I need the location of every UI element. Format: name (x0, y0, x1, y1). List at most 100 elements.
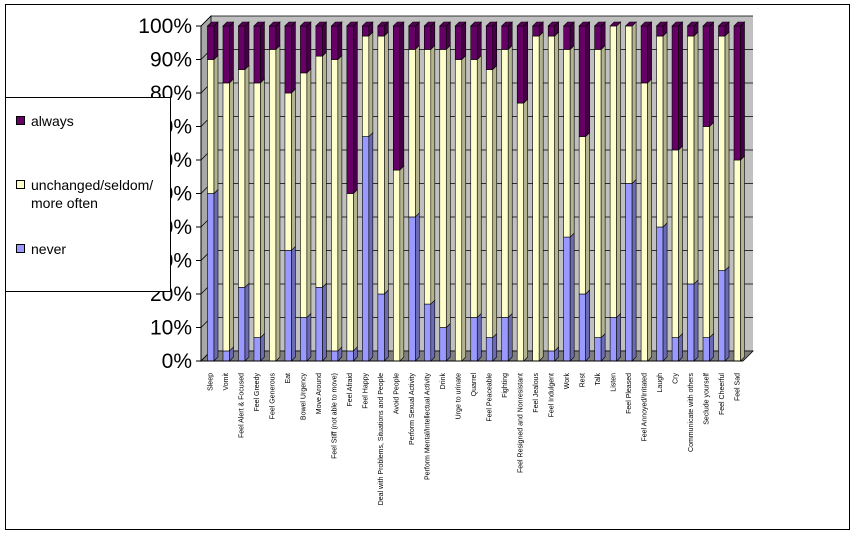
bar-segment-never (439, 327, 447, 362)
bar-side-never (368, 131, 374, 362)
bar-segment-unchanged (315, 55, 323, 288)
bar-segment-always (656, 25, 664, 37)
bar-segment-always (284, 25, 292, 94)
bar-top (500, 21, 513, 27)
bar-segment-always (702, 25, 710, 127)
y-tick-label: 10% (150, 317, 192, 340)
bar-side-always (461, 21, 467, 61)
bar-top (733, 21, 746, 27)
bar-segment-always (207, 25, 215, 60)
bar-side-unchanged (445, 44, 451, 329)
bar-top (470, 21, 482, 27)
bar-segment-always (640, 25, 648, 84)
bar-stack (702, 21, 715, 362)
bar-side-unchanged (291, 88, 296, 252)
bar-side-never (678, 332, 683, 362)
bar-side-unchanged (492, 64, 498, 339)
bar-side-unchanged (678, 145, 683, 339)
y-tick-label: 100% (138, 15, 192, 38)
bar-side-never (693, 279, 699, 362)
bar-side-always (709, 21, 714, 128)
bar-side-unchanged (260, 78, 265, 339)
bar-side-always (322, 21, 327, 57)
bar-top (268, 21, 281, 27)
bar-side-always (291, 21, 296, 94)
bar-segment-never (656, 226, 664, 362)
x-tick-label: Avoid People (394, 373, 401, 414)
bar-segment-always (563, 25, 571, 50)
bar-top (330, 21, 343, 27)
bar-segment-never (594, 337, 602, 362)
bar-stack (423, 21, 436, 362)
bar-stack (593, 21, 606, 362)
x-tick-label: Quarrel (471, 373, 478, 397)
bar-segment-never (609, 317, 617, 362)
bar-side-unchanged (507, 44, 513, 319)
bar-segment-always (733, 25, 741, 161)
bar-side-always (445, 21, 451, 51)
bar-top (237, 21, 250, 27)
bar-stack (315, 21, 328, 362)
bar-segment-never (718, 270, 726, 362)
bar-stack (392, 21, 405, 362)
bar-top (377, 21, 390, 27)
bar-segment-unchanged (454, 59, 463, 362)
bar-segment-never (331, 350, 339, 362)
bar-stack (562, 21, 575, 362)
y-tick-label: 90% (150, 49, 192, 72)
bar-side-unchanged (322, 51, 327, 289)
bar-top (439, 21, 452, 27)
bar-segment-always (671, 25, 679, 151)
bar-top (516, 21, 529, 27)
bar-segment-never (687, 283, 695, 362)
bar-segment-unchanged (300, 72, 308, 318)
x-tick-label: Listen (610, 373, 617, 392)
bar-side-always (229, 21, 234, 84)
bar-segment-never (207, 193, 215, 362)
bar-side-unchanged (662, 31, 668, 228)
x-tick-label: Feel Stiff (not able to move) (332, 373, 339, 459)
x-tick-label: Feel Generous (270, 373, 277, 420)
bar-segment-unchanged (207, 59, 215, 194)
bar-top (702, 21, 715, 27)
bar-top (578, 21, 591, 27)
x-tick-label: Feel Peaceable (486, 373, 493, 422)
x-tick-label: Feel Resigned and Nonresistant (517, 373, 524, 473)
bar-segment-always (315, 25, 323, 57)
bar-side-unchanged (709, 121, 714, 339)
bar-segment-never (485, 337, 494, 362)
bar-side-always (678, 21, 683, 151)
bar-segment-always (300, 25, 308, 74)
bar-segment-unchanged (578, 136, 586, 295)
bar-side-always (647, 21, 652, 84)
bar-side-unchanged (523, 98, 529, 362)
x-tick-label: Drink (440, 373, 447, 390)
x-tick-label: Feel Jealous (533, 373, 540, 413)
bar-segment-never (300, 317, 308, 362)
bar-stack (531, 21, 544, 362)
gridline (200, 15, 753, 27)
bar-side-unchanged (461, 54, 467, 362)
x-tick-label: Feel Annoyed/Irritated (641, 373, 648, 442)
bar-segment-always (393, 25, 401, 171)
bar-side-never (709, 332, 714, 362)
bar-side-always (492, 21, 498, 71)
bar-segment-always (501, 25, 509, 50)
bar-segment-always (470, 25, 478, 60)
bar-stack (640, 21, 653, 362)
legend-swatch-always (16, 116, 25, 125)
bar-stack (470, 21, 482, 362)
bar-side-never (415, 212, 420, 362)
bar-segment-unchanged (501, 49, 509, 318)
bar-side-never (616, 312, 621, 362)
legend-label-never: never (31, 241, 67, 257)
bar-segment-unchanged (485, 69, 494, 338)
x-tick-label: Deal with Problems, Situations and Peopl… (378, 373, 385, 505)
bar-stack (516, 21, 529, 362)
bar-segment-unchanged (547, 35, 555, 352)
bar-stack (655, 21, 668, 362)
bar-side-unchanged (554, 31, 559, 352)
bar-stack (253, 21, 266, 362)
bar-top (361, 21, 374, 27)
legend-swatch-never (16, 244, 25, 253)
